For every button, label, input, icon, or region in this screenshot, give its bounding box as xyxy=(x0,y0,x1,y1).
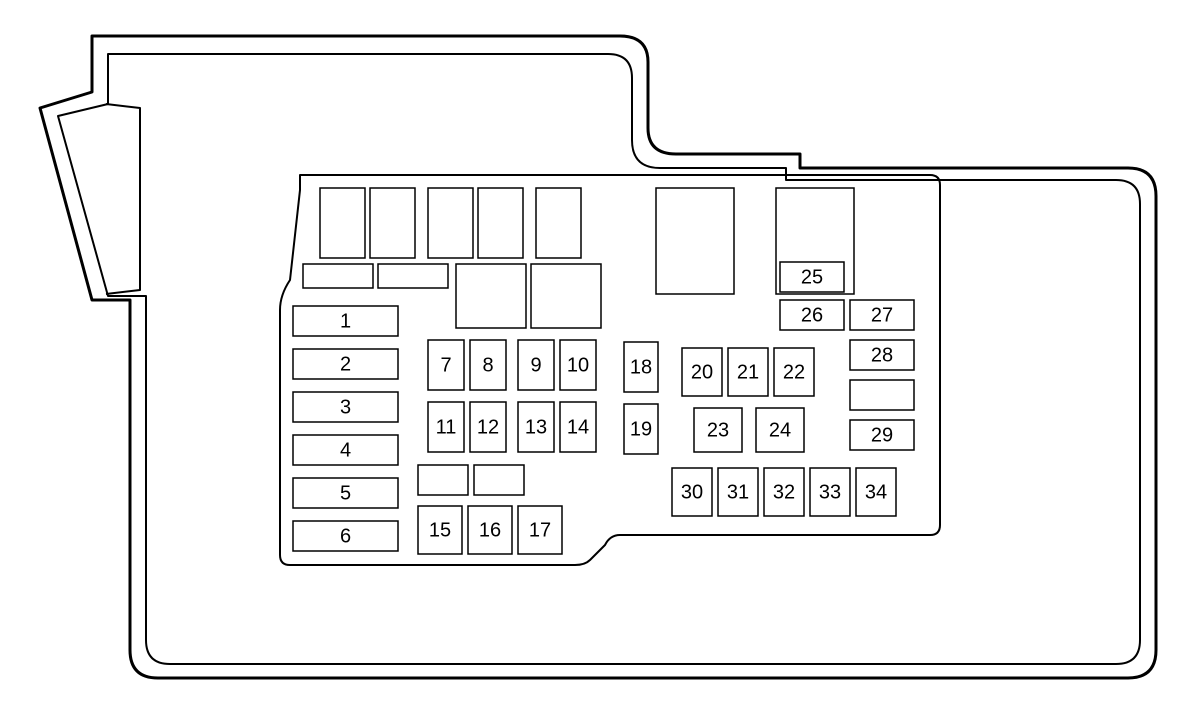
fuse-label: 15 xyxy=(429,519,451,541)
fuse-slot xyxy=(456,264,526,328)
fuse-slot xyxy=(418,465,468,495)
fuse-label: 6 xyxy=(340,525,351,547)
fuse-label: 31 xyxy=(727,481,749,503)
fuse-slot xyxy=(378,264,448,288)
fuse-label: 9 xyxy=(530,354,541,376)
fuse-label: 28 xyxy=(871,344,893,366)
fuse-label: 12 xyxy=(477,416,499,438)
fuse-label: 2 xyxy=(340,353,351,375)
inner-rim xyxy=(58,54,1140,664)
fuse-label: 7 xyxy=(440,354,451,376)
fuse-label: 27 xyxy=(871,304,893,326)
fuse-label: 34 xyxy=(865,481,887,503)
fuse-slot xyxy=(850,380,914,410)
fuse-label: 18 xyxy=(630,356,652,378)
connector-tab xyxy=(106,104,140,294)
fuse-label: 5 xyxy=(340,482,351,504)
fuse-label: 1 xyxy=(340,310,351,332)
fuse-group: 1234567891011121314151617181920212223242… xyxy=(293,188,914,554)
fuse-box-diagram: 1234567891011121314151617181920212223242… xyxy=(0,0,1182,712)
fuse-label: 33 xyxy=(819,481,841,503)
fuse-label: 19 xyxy=(630,418,652,440)
fuse-label: 14 xyxy=(567,416,589,438)
fuse-label: 23 xyxy=(707,419,729,441)
fuse-label: 10 xyxy=(567,354,589,376)
fuse-label: 26 xyxy=(801,304,823,326)
fuse-label: 16 xyxy=(479,519,501,541)
fuse-label: 11 xyxy=(436,416,457,438)
fuse-slot xyxy=(531,264,601,328)
fuse-slot xyxy=(428,188,473,258)
fuse-label: 30 xyxy=(681,481,703,503)
fuse-label: 8 xyxy=(482,354,493,376)
fuse-slot xyxy=(474,465,524,495)
fuse-label: 29 xyxy=(871,424,893,446)
fuse-label: 20 xyxy=(691,361,713,383)
fuse-slot xyxy=(303,264,373,288)
fuse-slot xyxy=(370,188,415,258)
fuse-label: 32 xyxy=(773,481,795,503)
fuse-label: 25 xyxy=(801,266,823,288)
fuse-label: 21 xyxy=(737,361,759,383)
fuse-slot xyxy=(656,188,734,294)
fuse-label: 24 xyxy=(769,419,791,441)
outer-enclosure xyxy=(40,36,1156,678)
fuse-label: 17 xyxy=(529,519,551,541)
fuse-label: 13 xyxy=(525,416,547,438)
fuse-slot xyxy=(320,188,365,258)
fuse-slot xyxy=(478,188,523,258)
fuse-label: 3 xyxy=(340,396,351,418)
fuse-label: 4 xyxy=(340,439,351,461)
fuse-slot xyxy=(536,188,581,258)
fuse-label: 22 xyxy=(783,361,805,383)
